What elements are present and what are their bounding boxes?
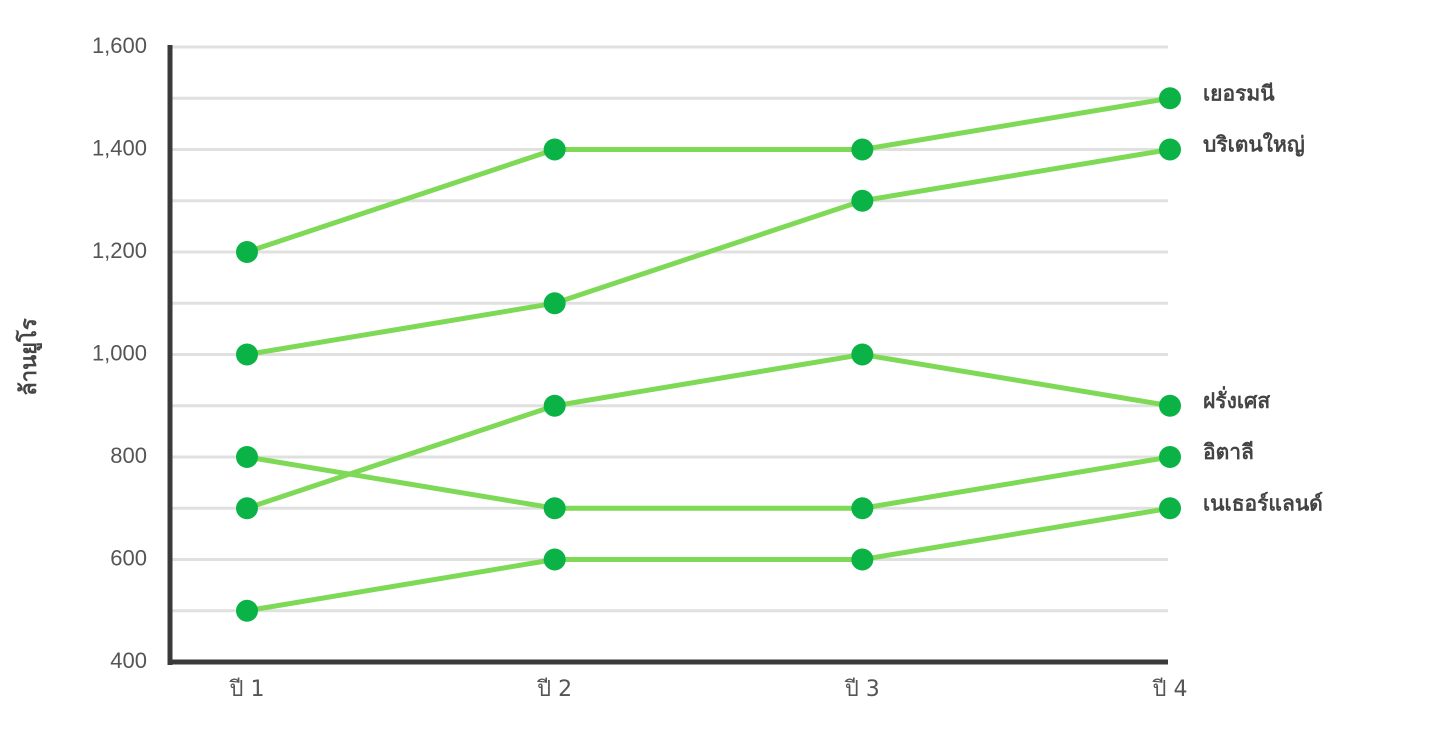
data-point	[236, 497, 258, 520]
x-tick-label: ปี 4	[1151, 677, 1187, 702]
y-tick-label: 600	[110, 545, 147, 570]
series-line	[246, 351, 1171, 511]
data-point	[543, 394, 566, 417]
data-point	[236, 241, 258, 263]
y-tick-label: 1,000	[92, 340, 147, 365]
data-point	[236, 343, 258, 366]
data-point	[851, 343, 874, 366]
series-line	[246, 454, 1171, 511]
series-label: เนเธอร์แลนด์	[1203, 491, 1323, 515]
data-point	[1159, 446, 1181, 468]
series-label: บริเตนใหญ่	[1203, 132, 1305, 158]
data-point	[543, 138, 566, 161]
data-point	[851, 548, 874, 571]
x-tick-label: ปี 3	[844, 677, 880, 702]
data-point	[851, 497, 874, 520]
series-line	[246, 147, 1171, 357]
data-point	[236, 599, 258, 622]
y-tick-label: 1,400	[92, 135, 147, 160]
series-line	[246, 505, 1171, 614]
data-point	[1159, 87, 1181, 110]
data-point	[1159, 138, 1181, 161]
series-label: ฝรั่งเศส	[1203, 385, 1270, 413]
y-tick-label: 400	[110, 648, 147, 673]
data-point	[236, 446, 258, 468]
data-point	[543, 292, 566, 315]
data-point	[1159, 394, 1181, 417]
data-point	[543, 548, 566, 571]
series-label: เยอรมนี	[1203, 81, 1275, 105]
data-point	[851, 189, 874, 212]
data-point	[851, 138, 874, 161]
y-tick-label: 800	[110, 443, 147, 468]
x-tick-label: ปี 1	[228, 677, 264, 702]
series-line	[246, 95, 1171, 255]
x-tick-label: ปี 2	[536, 677, 572, 702]
y-tick-label: 1,200	[92, 238, 147, 263]
data-point	[543, 497, 566, 520]
y-tick-label: 1,600	[92, 33, 147, 58]
series-label: อิตาลี	[1203, 440, 1254, 464]
y-axis-label: ล้านยูโร	[15, 318, 43, 396]
data-point	[1159, 497, 1181, 520]
